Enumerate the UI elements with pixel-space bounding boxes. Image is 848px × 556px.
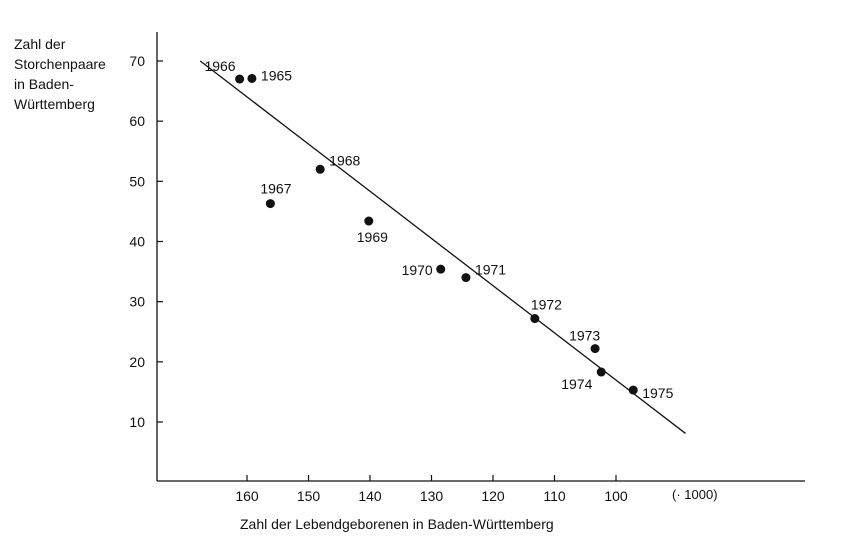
point-label: 1966 — [204, 58, 235, 74]
data-point — [235, 74, 245, 84]
x-tick-label: 100 — [604, 488, 628, 504]
y-axis-label: Zahl der Storchenpaare in Baden- Württem… — [14, 34, 106, 114]
axes — [156, 32, 805, 482]
point-label: 1970 — [402, 262, 433, 278]
data-point — [364, 216, 374, 226]
x-axis-unit: (· 1000) — [672, 487, 718, 502]
y-axis-label-line: Storchenpaare — [14, 56, 106, 72]
data-point — [265, 199, 275, 209]
x-axis-label: Zahl der Lebendgeborenen in Baden-Württe… — [240, 516, 554, 532]
x-tick-label: 150 — [297, 488, 321, 504]
regression-line — [199, 60, 686, 434]
point-label: 1969 — [357, 229, 388, 245]
y-tick-label: 60 — [129, 113, 145, 129]
point-label: 1975 — [642, 385, 673, 401]
y-tick-label: 50 — [129, 173, 145, 189]
y-tick-label: 70 — [129, 53, 145, 69]
point-label: 1967 — [260, 181, 291, 197]
point-label: 1973 — [569, 328, 600, 344]
y-axis-label-line: Württemberg — [14, 96, 95, 112]
x-tick-label: 120 — [481, 488, 505, 504]
x-tick-label: 140 — [358, 488, 382, 504]
x-axis-ticks: 160 150 140 130 120 110 100 — [235, 475, 628, 504]
point-label: 1974 — [561, 376, 592, 392]
y-axis-label-line: in Baden- — [14, 76, 74, 92]
y-tick-label: 40 — [129, 234, 145, 250]
data-point — [596, 367, 606, 377]
point-label: 1972 — [531, 297, 562, 313]
y-axis-ticks: 10 20 30 40 50 60 70 — [129, 53, 163, 430]
data-point — [461, 273, 471, 283]
data-point — [590, 344, 600, 354]
point-labels: 1965 1966 1967 1968 1969 1970 1971 1972 1973 1974… — [204, 58, 673, 401]
data-point — [436, 264, 446, 274]
data-point — [530, 314, 540, 324]
regression-line-group — [199, 60, 686, 434]
data-point — [315, 164, 325, 174]
point-label: 1968 — [329, 152, 360, 168]
y-tick-label: 20 — [129, 354, 145, 370]
data-points — [235, 73, 638, 395]
point-label: 1971 — [475, 262, 506, 278]
x-tick-label: 160 — [235, 488, 259, 504]
data-point — [247, 73, 257, 83]
x-tick-label: 110 — [543, 488, 566, 504]
y-tick-label: 30 — [129, 294, 145, 310]
data-point — [628, 385, 638, 395]
point-label: 1965 — [261, 67, 292, 83]
y-axis-label-line: Zahl der — [14, 36, 66, 52]
y-tick-label: 10 — [129, 414, 145, 430]
x-tick-label: 130 — [420, 488, 444, 504]
